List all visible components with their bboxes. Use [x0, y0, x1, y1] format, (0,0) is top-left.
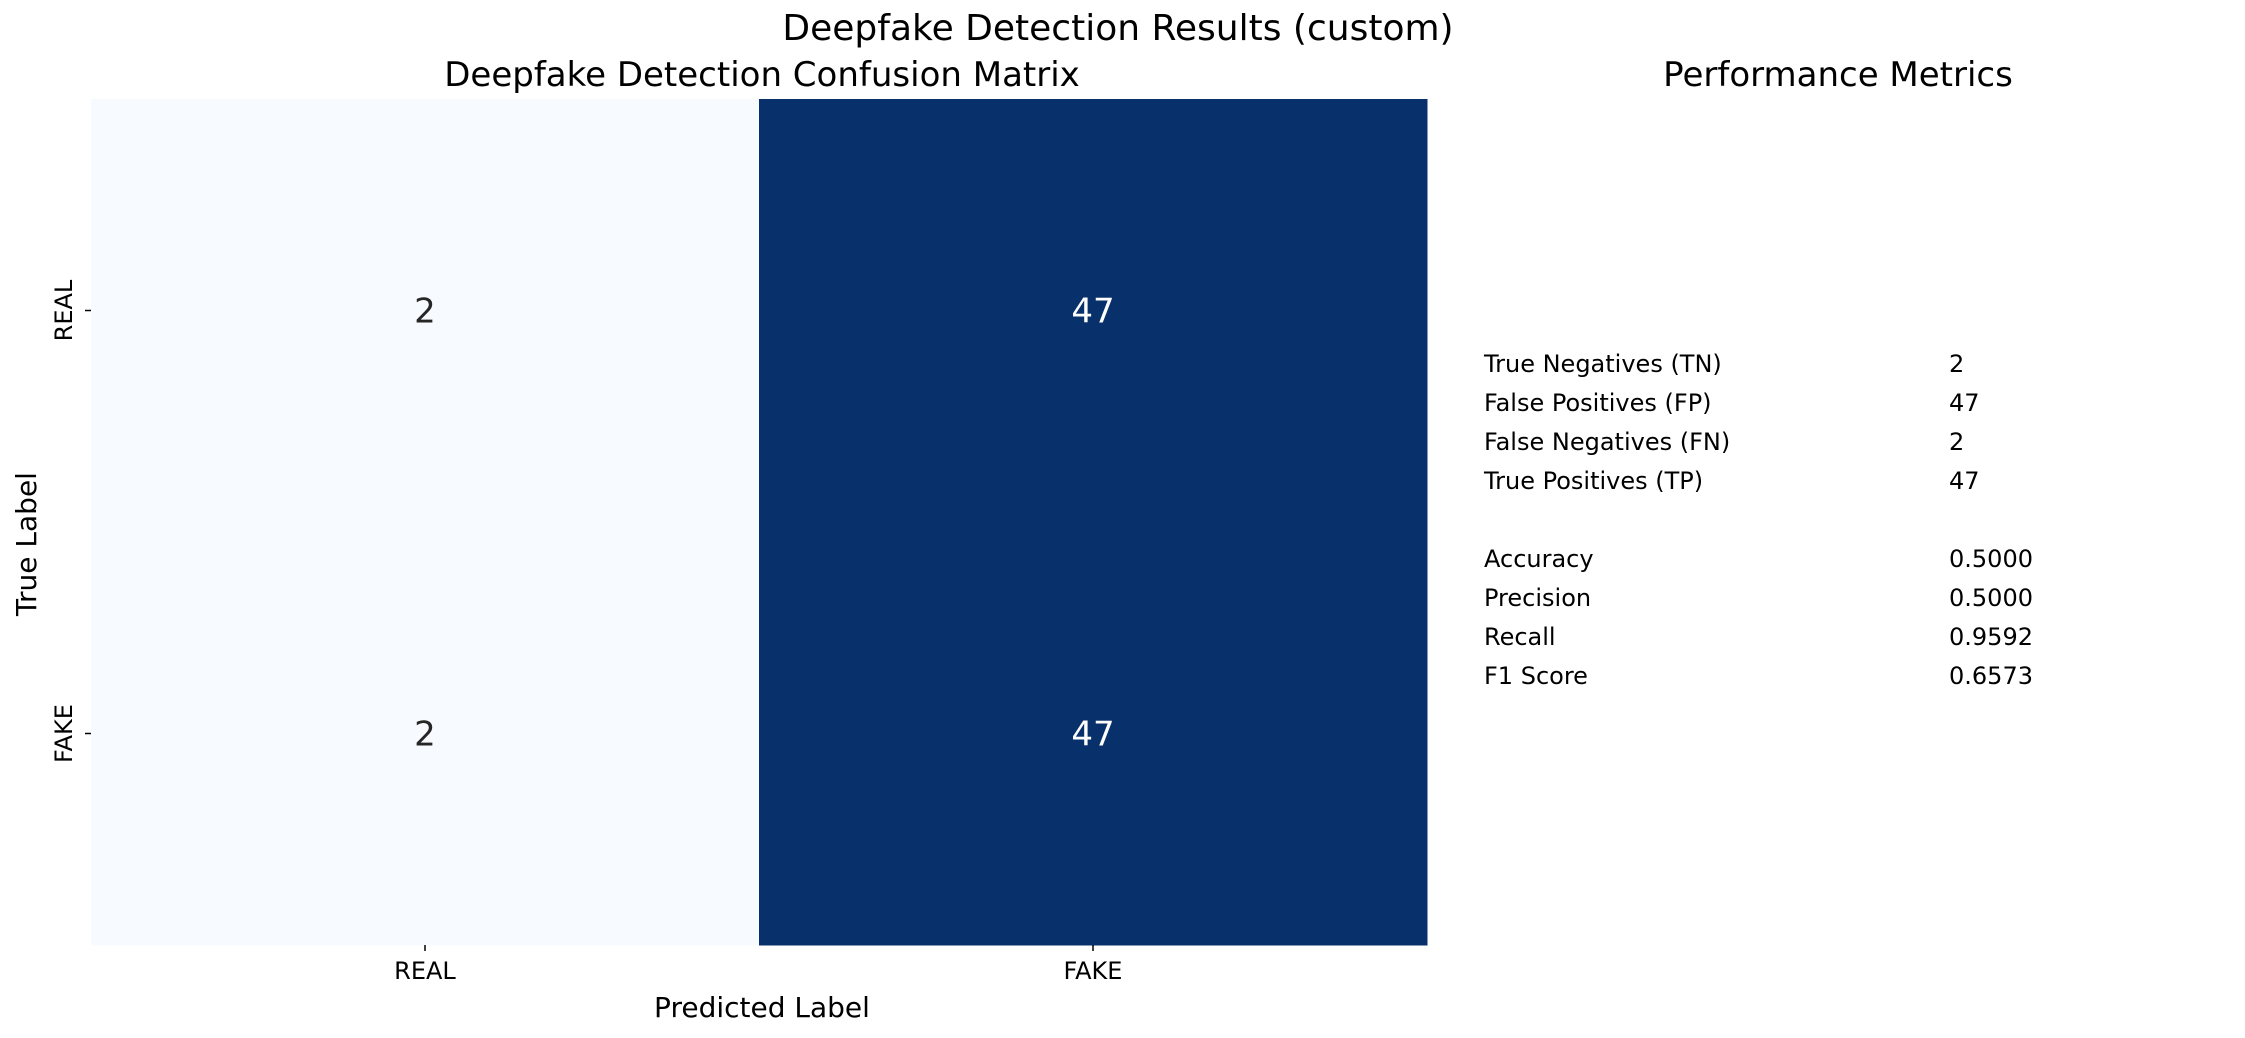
metric-value: 0.5000 — [1949, 584, 2033, 612]
heatmap-cell-annotation: 47 — [1071, 292, 1114, 332]
metric-label: Accuracy — [1484, 545, 1594, 573]
metric-value: 2 — [1949, 428, 1964, 456]
metric-label: True Positives (TP) — [1483, 467, 1703, 495]
heatmap-cell-annotation: 47 — [1071, 715, 1114, 755]
metric-label: Precision — [1484, 584, 1591, 612]
metric-value: 0.9592 — [1949, 623, 2033, 651]
metrics-title: Performance Metrics — [1663, 55, 2013, 95]
metric-value: 0.5000 — [1949, 545, 2033, 573]
metric-value: 47 — [1949, 467, 1980, 495]
metric-value: 2 — [1949, 350, 1964, 378]
metric-label: True Negatives (TN) — [1483, 350, 1722, 378]
metrics-table: True Negatives (TN) 2 False Positives (FP)… — [1483, 350, 2033, 690]
heatmap-cell-annotation: 2 — [414, 292, 436, 332]
y-tick-label: FAKE — [50, 704, 78, 763]
metric-label: F1 Score — [1484, 662, 1588, 690]
heatmap-title: Deepfake Detection Confusion Matrix — [444, 55, 1080, 95]
metric-label: Recall — [1484, 623, 1556, 651]
figure-suptitle: Deepfake Detection Results (custom) — [782, 8, 1453, 49]
heatmap-cell-real-fake — [759, 99, 1428, 523]
heatmap-cell-fake-fake — [759, 522, 1428, 946]
heatmap-cell-annotation: 2 — [414, 715, 436, 755]
metric-label: False Positives (FP) — [1484, 389, 1712, 417]
metric-value: 47 — [1949, 389, 1980, 417]
x-tick-label: FAKE — [1064, 957, 1123, 985]
y-axis-label: True Label — [10, 472, 43, 617]
heatmap-cell-real-real — [91, 99, 760, 523]
heatmap-cell-fake-real — [91, 522, 760, 946]
metric-label: False Negatives (FN) — [1484, 428, 1730, 456]
confusion-matrix-heatmap: 2 47 2 47 REAL FAKE REAL FAKE — [50, 99, 1428, 985]
y-tick-label: REAL — [50, 279, 78, 341]
metric-value: 0.6573 — [1949, 662, 2033, 690]
x-axis-label: Predicted Label — [654, 991, 870, 1024]
x-tick-label: REAL — [394, 957, 456, 985]
